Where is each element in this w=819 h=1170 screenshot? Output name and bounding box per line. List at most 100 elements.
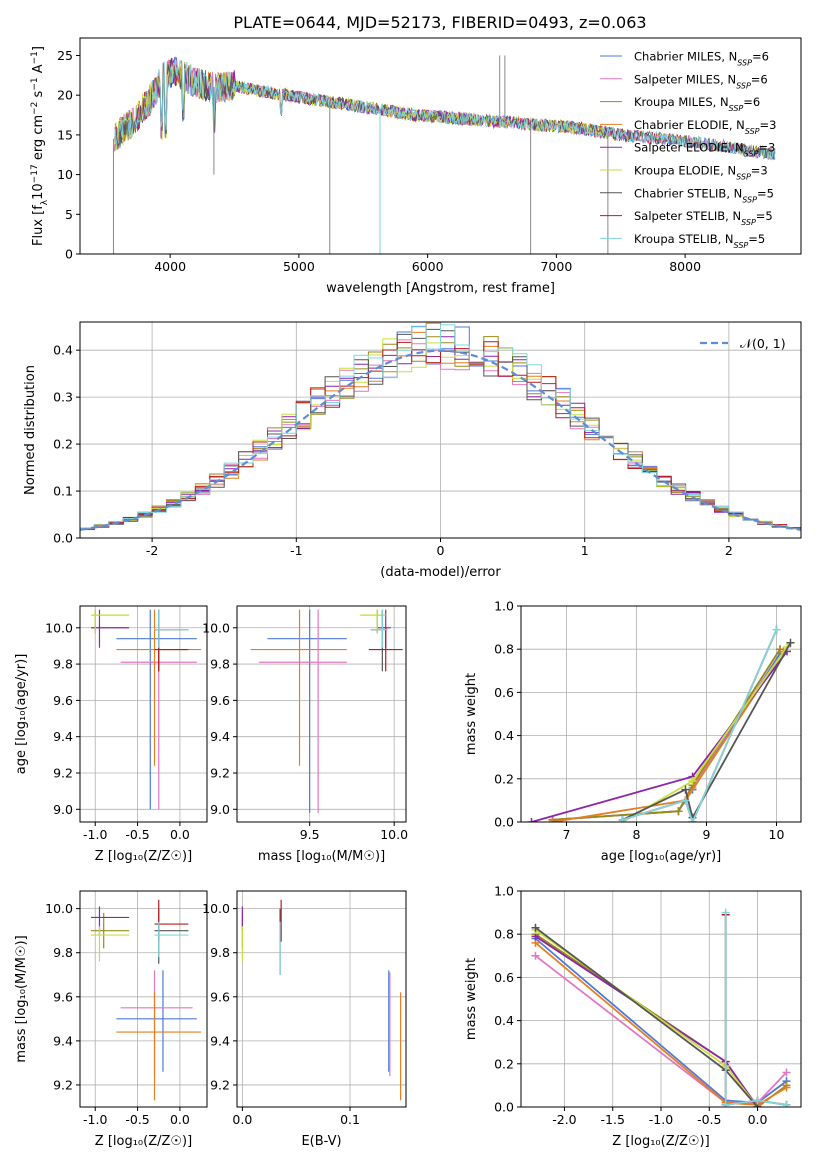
y-tick-label: 9.4 <box>210 1033 230 1048</box>
x-axis-label: E(B-V) <box>301 1134 341 1149</box>
weight-series <box>724 912 787 1106</box>
axes-frame <box>236 890 407 1108</box>
weight-series <box>622 642 792 821</box>
x-tick-label: 0.1 <box>340 1112 360 1127</box>
weight-marker <box>688 818 697 822</box>
x-axis-label: Z [log₁₀(Z/Z☉)] <box>612 1134 709 1149</box>
x-tick-label: 1 <box>581 543 589 558</box>
y-axis-label: age [log₁₀(age/yr)] <box>14 654 29 775</box>
legend-suffix: =5 <box>748 232 765 246</box>
y-tick-label: 10.0 <box>202 620 230 635</box>
y-axis-label-part: −17 <box>30 164 40 183</box>
figure-title: PLATE=0644, MJD=52173, FIBERID=0493, z=0… <box>233 13 646 32</box>
y-tick-label: 0.2 <box>53 437 73 452</box>
x-axis-label: wavelength [Angstrom, rest frame] <box>326 281 555 296</box>
legend-label: Kroupa MILES, NSSP=6 <box>634 95 760 113</box>
weight-marker <box>782 1068 791 1077</box>
x-axis-label: age [log₁₀(age/yr)] <box>601 849 722 864</box>
y-tick-label: 9.4 <box>53 729 73 744</box>
x-tick-label: -0.5 <box>125 827 149 842</box>
y-tick-label: 0.8 <box>494 642 514 657</box>
y-tick-label: 10.0 <box>45 901 73 916</box>
x-tick-label: 7 <box>563 827 571 842</box>
y-tick-label: 0.0 <box>494 815 514 830</box>
y-tick-label: 0.4 <box>494 1013 514 1028</box>
y-axis-label: mass weight <box>464 673 479 755</box>
weight-marker <box>782 1100 791 1107</box>
legend-sub: SSP <box>736 81 751 90</box>
axes-age_vs_mass: 9.5 10.0 9.0 9.2 9.4 9.6 9.8 10.0 mass [log₁₀(M/… <box>202 605 408 864</box>
weight-series <box>552 648 781 821</box>
legend-label: Chabrier ELODIE, NSSP=3 <box>634 118 776 136</box>
y-tick-label: 9.2 <box>210 1077 230 1092</box>
weight-marker <box>674 807 683 816</box>
y-axis-label-part: −1 <box>30 51 40 64</box>
x-tick-label: 6000 <box>412 259 444 274</box>
x-tick-label: 5000 <box>283 259 315 274</box>
x-tick-label: -2.0 <box>552 1112 576 1127</box>
y-tick-label: 0 <box>65 247 73 262</box>
y-tick-label: 0.0 <box>53 531 73 546</box>
y-tick-label: 9.6 <box>210 989 230 1004</box>
weight-series <box>622 629 778 822</box>
x-tick-label: 2 <box>725 543 733 558</box>
histogram-series <box>80 324 801 530</box>
x-tick-label: -0.5 <box>697 1112 721 1127</box>
x-tick-label: 10 <box>769 827 785 842</box>
legend-suffix: =6 <box>743 95 760 109</box>
y-tick-label: 9.8 <box>210 945 230 960</box>
y-tick-label: 9.2 <box>210 765 230 780</box>
weight-marker <box>772 625 781 634</box>
y-tick-label: 1.0 <box>494 599 514 614</box>
weight-marker <box>753 1096 762 1105</box>
axes-frame <box>79 605 208 823</box>
y-tick-label: 0.6 <box>494 970 514 985</box>
x-tick-label: -1 <box>290 543 302 558</box>
y-axis-label-part: s <box>31 90 46 101</box>
y-tick-label: 0.2 <box>494 1056 514 1071</box>
weight-series <box>531 650 788 822</box>
axes-mass_vs_ebv: 0.0 0.1 9.2 9.4 9.6 9.8 10.0 E(B-V) <box>202 890 407 1149</box>
legend-sub: SSP <box>737 58 752 67</box>
legend-label: Chabrier MILES, NSSP=6 <box>634 50 769 68</box>
x-axis-label: Z [log₁₀(Z/Z☉)] <box>95 1134 192 1149</box>
x-tick-label: -2 <box>146 543 158 558</box>
y-tick-label: 9.2 <box>53 765 73 780</box>
y-axis-label-part: ] <box>31 46 46 51</box>
legend-suffix: =5 <box>757 186 774 200</box>
weight-series <box>552 648 781 821</box>
weight-marker <box>688 776 697 785</box>
legend-sub: SSP <box>734 240 749 249</box>
axes-frame <box>236 605 407 823</box>
y-tick-label: 10.0 <box>45 620 73 635</box>
x-axis-label: (data-model)/error <box>380 565 501 580</box>
y-tick-label: 0.0 <box>494 1100 514 1115</box>
axes-frame <box>79 37 802 255</box>
y-tick-label: 10.0 <box>202 901 230 916</box>
legend-label: Chabrier STELIB, NSSP=5 <box>634 186 774 204</box>
axes-residuals: -2 -1 0 1 2 0.0 0.1 0.2 0.3 0.4 (data-model)/error… <box>23 321 802 580</box>
legend-suffix: =3 <box>751 164 768 178</box>
axes-spectrum: 4000 5000 6000 7000 8000 0 5 10 15 20 25 wavelength… <box>30 37 802 296</box>
normal-curve <box>80 349 801 531</box>
x-tick-label: 0.0 <box>232 1112 252 1127</box>
axes-age_vs_Z: -1.0 -0.5 0.0 9.0 9.2 9.4 9.6 9.8 10.0 Z [log₁₀(Z… <box>14 605 208 864</box>
weight-marker <box>786 638 795 647</box>
y-tick-label: 9.4 <box>210 729 230 744</box>
x-axis-label: mass [log₁₀(M/M☉)] <box>258 849 385 864</box>
y-tick-label: 9.0 <box>210 802 230 817</box>
y-axis-label-part: −1 <box>30 77 40 90</box>
plot-area-weight_vs_age <box>527 625 795 822</box>
x-tick-label: 8000 <box>669 259 701 274</box>
y-axis-label: mass weight <box>464 958 479 1040</box>
x-tick-label: 0.0 <box>748 1112 768 1127</box>
x-tick-label: 0 <box>437 543 445 558</box>
y-axis-label-part: erg cm <box>31 115 46 164</box>
y-axis-label: Normed distribution <box>23 365 38 495</box>
y-tick-label: 20 <box>57 88 73 103</box>
weight-marker <box>618 815 627 822</box>
y-tick-label: 0.2 <box>494 771 514 786</box>
legend-label: Salpeter STELIB, NSSP=5 <box>634 209 773 227</box>
x-tick-label: 7000 <box>540 259 572 274</box>
